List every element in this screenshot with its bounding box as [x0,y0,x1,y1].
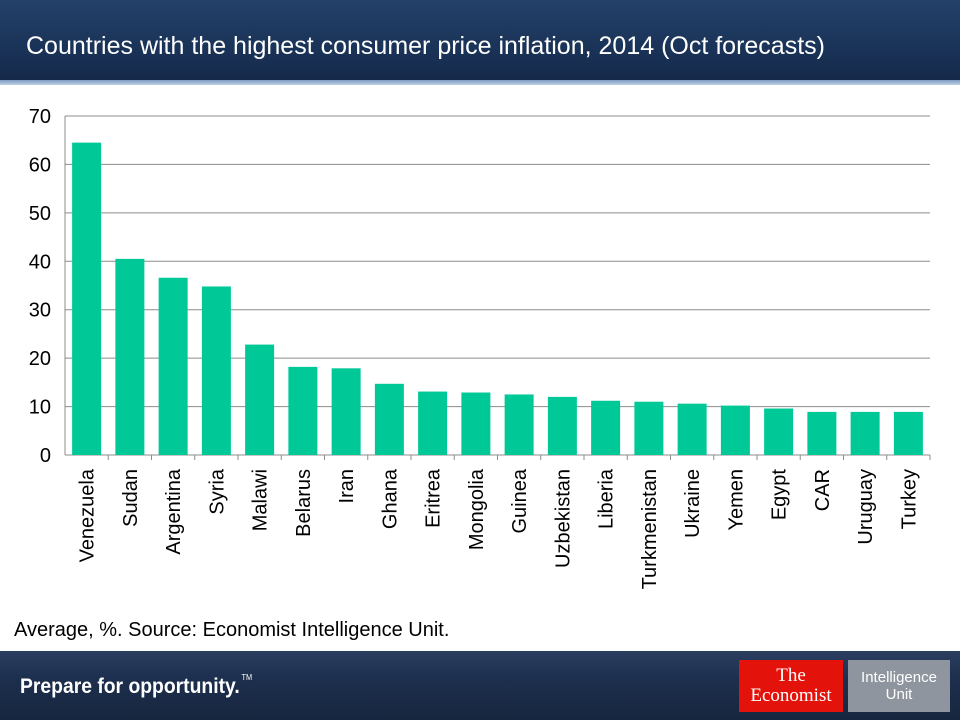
header-bar: Countries with the highest consumer pric… [0,0,960,80]
y-tick-label: 70 [29,106,51,128]
x-tick-label: Guinea [509,468,531,533]
x-tick-label: Liberia [596,468,618,529]
bar-iran [331,368,361,455]
header-stripe [0,80,960,85]
x-tick-label: Turkey [898,469,920,529]
economist-logo[interactable]: The Economist [739,660,843,712]
x-tick-label: Uzbekistan [552,469,574,568]
economist-logo-line1: The [776,665,806,686]
tagline: Prepare for opportunity. TM [20,673,253,699]
eiu-logo[interactable]: Intelligence Unit [848,660,950,712]
y-tick-label: 10 [29,397,51,419]
bar-liberia [591,400,621,455]
bar-venezuela [72,142,102,455]
bar-syria [201,286,231,455]
bar-turkmenistan [634,401,664,455]
bar-sudan [115,258,145,455]
x-tick-label: CAR [812,469,834,511]
x-tick-label: Argentina [163,468,185,554]
bar-turkey [893,411,923,455]
eiu-logo-line2: Unit [885,686,913,703]
x-tick-label: Sudan [120,469,142,527]
bar-egypt [764,408,794,455]
bar-uruguay [850,411,880,455]
y-tick-label: 60 [29,154,51,176]
bar-argentina [158,277,188,455]
x-tick-label: Venezuela [77,468,99,562]
x-tick-label: Malawi [250,469,272,531]
source-note: Average, %. Source: Economist Intelligen… [14,619,450,641]
bar-belarus [288,366,318,455]
bar-ghana [374,383,404,455]
bar-chart: 0 10 20 30 40 50 60 70 Venezuela Sudan Argentina Sy… [29,106,931,589]
page-title: Countries with the highest consumer pric… [26,32,825,60]
y-tick-label: 50 [29,203,51,225]
eiu-logo-line1: Intelligence [861,669,937,686]
x-tick-label: Syria [206,468,228,514]
bar-ukraine [677,403,707,455]
economist-logo-line2: Economist [750,685,832,706]
x-tick-label: Eritrea [423,468,445,528]
x-tick-label: Turkmenistan [639,469,661,589]
x-tick-label: Yemen [725,469,747,531]
y-tick-label: 20 [29,348,51,370]
x-tick-label: Ukraine [682,469,704,538]
x-tick-label: Ghana [379,468,401,529]
trademark-mark: TM [241,673,253,682]
bar-malawi [245,344,275,455]
x-tick-label: Egypt [769,469,791,521]
tagline-text: Prepare for opportunity. [20,675,240,698]
x-tick-label: Uruguay [855,469,877,545]
bar-guinea [504,394,534,455]
x-tick-label: Mongolia [466,468,488,550]
bar-eritrea [418,391,448,455]
x-tick-label: Iran [336,469,358,503]
footer-bar: Prepare for opportunity. TM The Economist… [0,651,960,720]
bar-car [807,411,837,455]
y-tick-label: 40 [29,251,51,273]
bar-uzbekistan [547,396,577,455]
y-tick-label: 0 [40,445,51,467]
x-tick-label: Belarus [293,469,315,537]
bar-yemen [720,405,750,455]
bar-mongolia [461,392,491,455]
y-tick-label: 30 [29,300,51,322]
